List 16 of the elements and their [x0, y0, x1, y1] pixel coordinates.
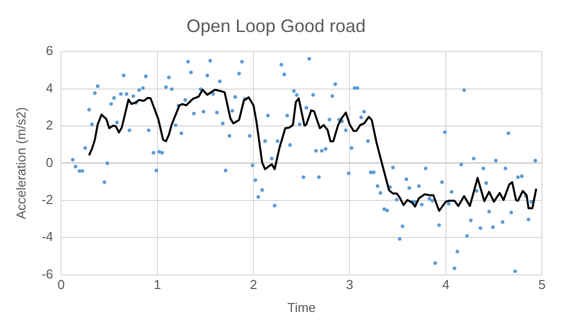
x-tick-label: 1: [154, 277, 161, 292]
x-tick-label: 5: [538, 277, 546, 292]
x-tick-label: 0: [58, 277, 65, 292]
x-axis-title: Time: [287, 300, 316, 315]
y-tick-label: -6: [42, 266, 54, 282]
y-tick-label: 2: [46, 118, 54, 133]
y-tick-label: 6: [46, 43, 54, 58]
x-tick-label: 3: [346, 277, 354, 292]
y-tick-label: 4: [46, 80, 54, 96]
x-tick-label: 2: [250, 277, 258, 292]
y-tick-label: -2: [42, 192, 54, 207]
y-tick-label: 0: [46, 154, 54, 170]
chart-title: Open Loop Good road: [186, 16, 366, 36]
x-tick-label: 4: [442, 277, 450, 292]
y-axis-title: Acceleration (m/s2): [13, 107, 28, 220]
y-tick-label: -4: [42, 229, 54, 244]
